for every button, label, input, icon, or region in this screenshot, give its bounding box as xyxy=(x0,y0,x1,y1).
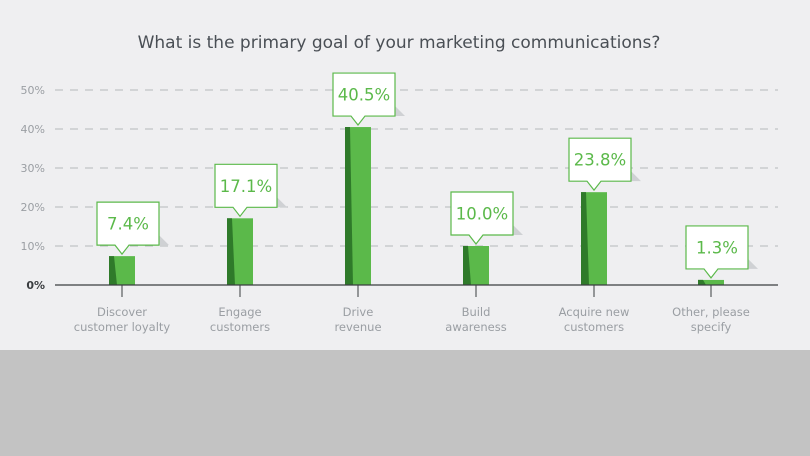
bar-shade xyxy=(698,279,706,285)
chart-panel: What is the primary goal of your marketi… xyxy=(0,0,810,350)
value-callout: 10.0% xyxy=(450,191,523,245)
category-label: Build awareness xyxy=(445,305,506,334)
y-tick-label: 0% xyxy=(26,279,45,292)
callout-box xyxy=(450,191,514,245)
callout-shadow xyxy=(159,235,169,246)
callout-box xyxy=(568,137,632,192)
y-tick-label: 50% xyxy=(21,84,45,97)
value-callout: 17.1% xyxy=(214,163,287,218)
bar xyxy=(581,192,607,285)
callout-shadow xyxy=(513,225,523,235)
callout-shadow xyxy=(631,171,641,182)
bar xyxy=(463,246,489,285)
value-label: 17.1% xyxy=(220,177,272,196)
callout-shadow xyxy=(277,197,287,208)
value-callout: 40.5% xyxy=(332,72,405,127)
bottom-band xyxy=(0,350,810,456)
bar-chart: What is the primary goal of your marketi… xyxy=(21,33,778,334)
bar xyxy=(345,127,371,285)
value-label: 10.0% xyxy=(456,205,508,224)
value-callouts: 7.4% 17.1% 40.5% 10.0% 23.8% 1.3% xyxy=(96,72,758,279)
chart-title: What is the primary goal of your marketi… xyxy=(138,33,661,53)
y-tick-label: 30% xyxy=(21,162,45,175)
value-callout: 23.8% xyxy=(568,137,641,192)
value-callout: 7.4% xyxy=(96,201,169,256)
y-tick-label: 40% xyxy=(21,123,45,136)
bar xyxy=(109,256,135,285)
value-label: 23.8% xyxy=(574,151,626,170)
bar-body xyxy=(698,279,724,285)
y-tick-label: 20% xyxy=(21,201,45,214)
value-callout: 1.3% xyxy=(685,225,758,279)
callout-box xyxy=(96,201,160,256)
y-tick-label: 10% xyxy=(21,240,45,253)
category-label: Other, please specify xyxy=(672,305,750,334)
bar xyxy=(698,279,724,285)
bar-shade xyxy=(109,256,117,285)
bar-shade xyxy=(345,127,353,285)
category-label: Engage customers xyxy=(210,305,270,334)
callout-box xyxy=(214,163,278,218)
callout-shadow xyxy=(395,106,405,117)
category-label: Discover customer loyalty xyxy=(74,305,171,334)
callout-box xyxy=(332,72,396,127)
category-label: Acquire new customers xyxy=(559,305,630,334)
callout-shadow xyxy=(748,258,758,269)
value-label: 1.3% xyxy=(696,238,738,257)
y-axis-ticks: 0% 10% 20% 30% 40% 50% xyxy=(21,84,45,292)
value-label: 7.4% xyxy=(107,215,149,234)
category-labels: Discover customer loyalty Engage customers D… xyxy=(74,305,750,334)
bars xyxy=(109,127,724,285)
callout-box xyxy=(685,225,749,279)
gridlines xyxy=(55,89,778,247)
bar xyxy=(227,218,253,285)
x-axis xyxy=(55,284,778,297)
bar-shade xyxy=(463,246,471,285)
value-label: 40.5% xyxy=(338,86,390,105)
bar-shade xyxy=(227,218,235,285)
category-label: Drive revenue xyxy=(334,305,381,334)
bar-shade xyxy=(581,192,589,285)
